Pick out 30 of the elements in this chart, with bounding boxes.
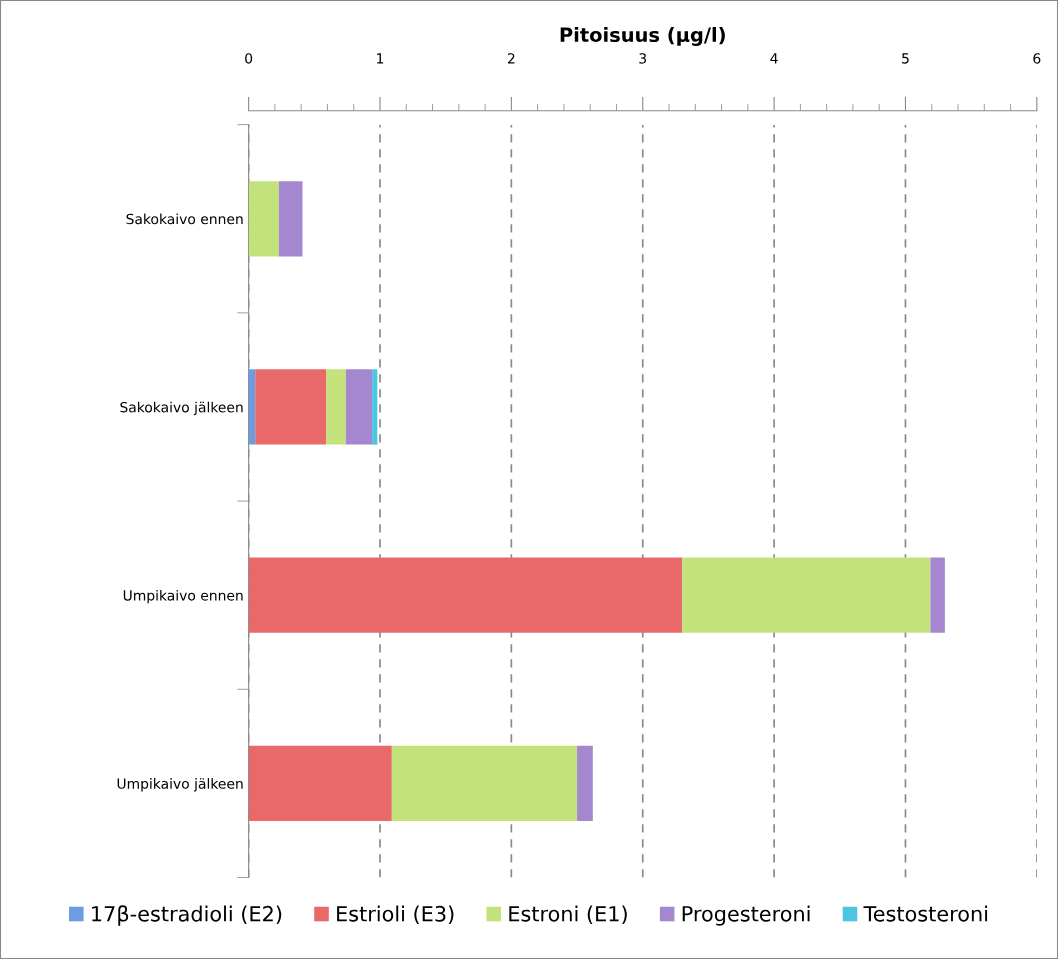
x-tick-label: 0: [245, 53, 253, 64]
x-tick-label: 5: [902, 53, 909, 64]
y-tick-label: Sakokaivo ennen: [126, 213, 243, 225]
x-tick-label: 2: [507, 53, 515, 64]
bar: [255, 369, 327, 445]
bar: [930, 557, 945, 633]
legend-label: Progesteroni: [682, 905, 810, 926]
bar: [326, 369, 346, 445]
x-tick-label: 4: [770, 53, 778, 64]
legend-label: 17β-estradioli (E2): [92, 905, 282, 926]
bar: [372, 369, 378, 445]
y-tick-label: Umpikaivo jälkeen: [117, 778, 243, 792]
y-tick-label: Umpikaivo ennen: [123, 589, 243, 604]
legend-label: Estroni (E1): [509, 905, 627, 925]
bar: [248, 181, 279, 257]
legend-label: Estrioli (E3): [337, 905, 454, 925]
x-tick-label: 3: [639, 53, 647, 64]
x-axis-title: Pitoisuus (µg/l): [560, 27, 725, 46]
bar: [682, 557, 931, 633]
bar: [248, 557, 683, 633]
y-tick-label: Sakokaivo jälkeen: [120, 401, 243, 416]
x-tick-label: 1: [377, 53, 384, 64]
bar: [278, 181, 303, 257]
legend-label: Testosteroni: [863, 905, 988, 922]
bar: [391, 745, 578, 822]
bar: [248, 369, 256, 445]
bar: [577, 745, 593, 822]
x-tick-label: 6: [1033, 53, 1041, 64]
bar: [248, 745, 392, 822]
bar: [345, 369, 373, 445]
